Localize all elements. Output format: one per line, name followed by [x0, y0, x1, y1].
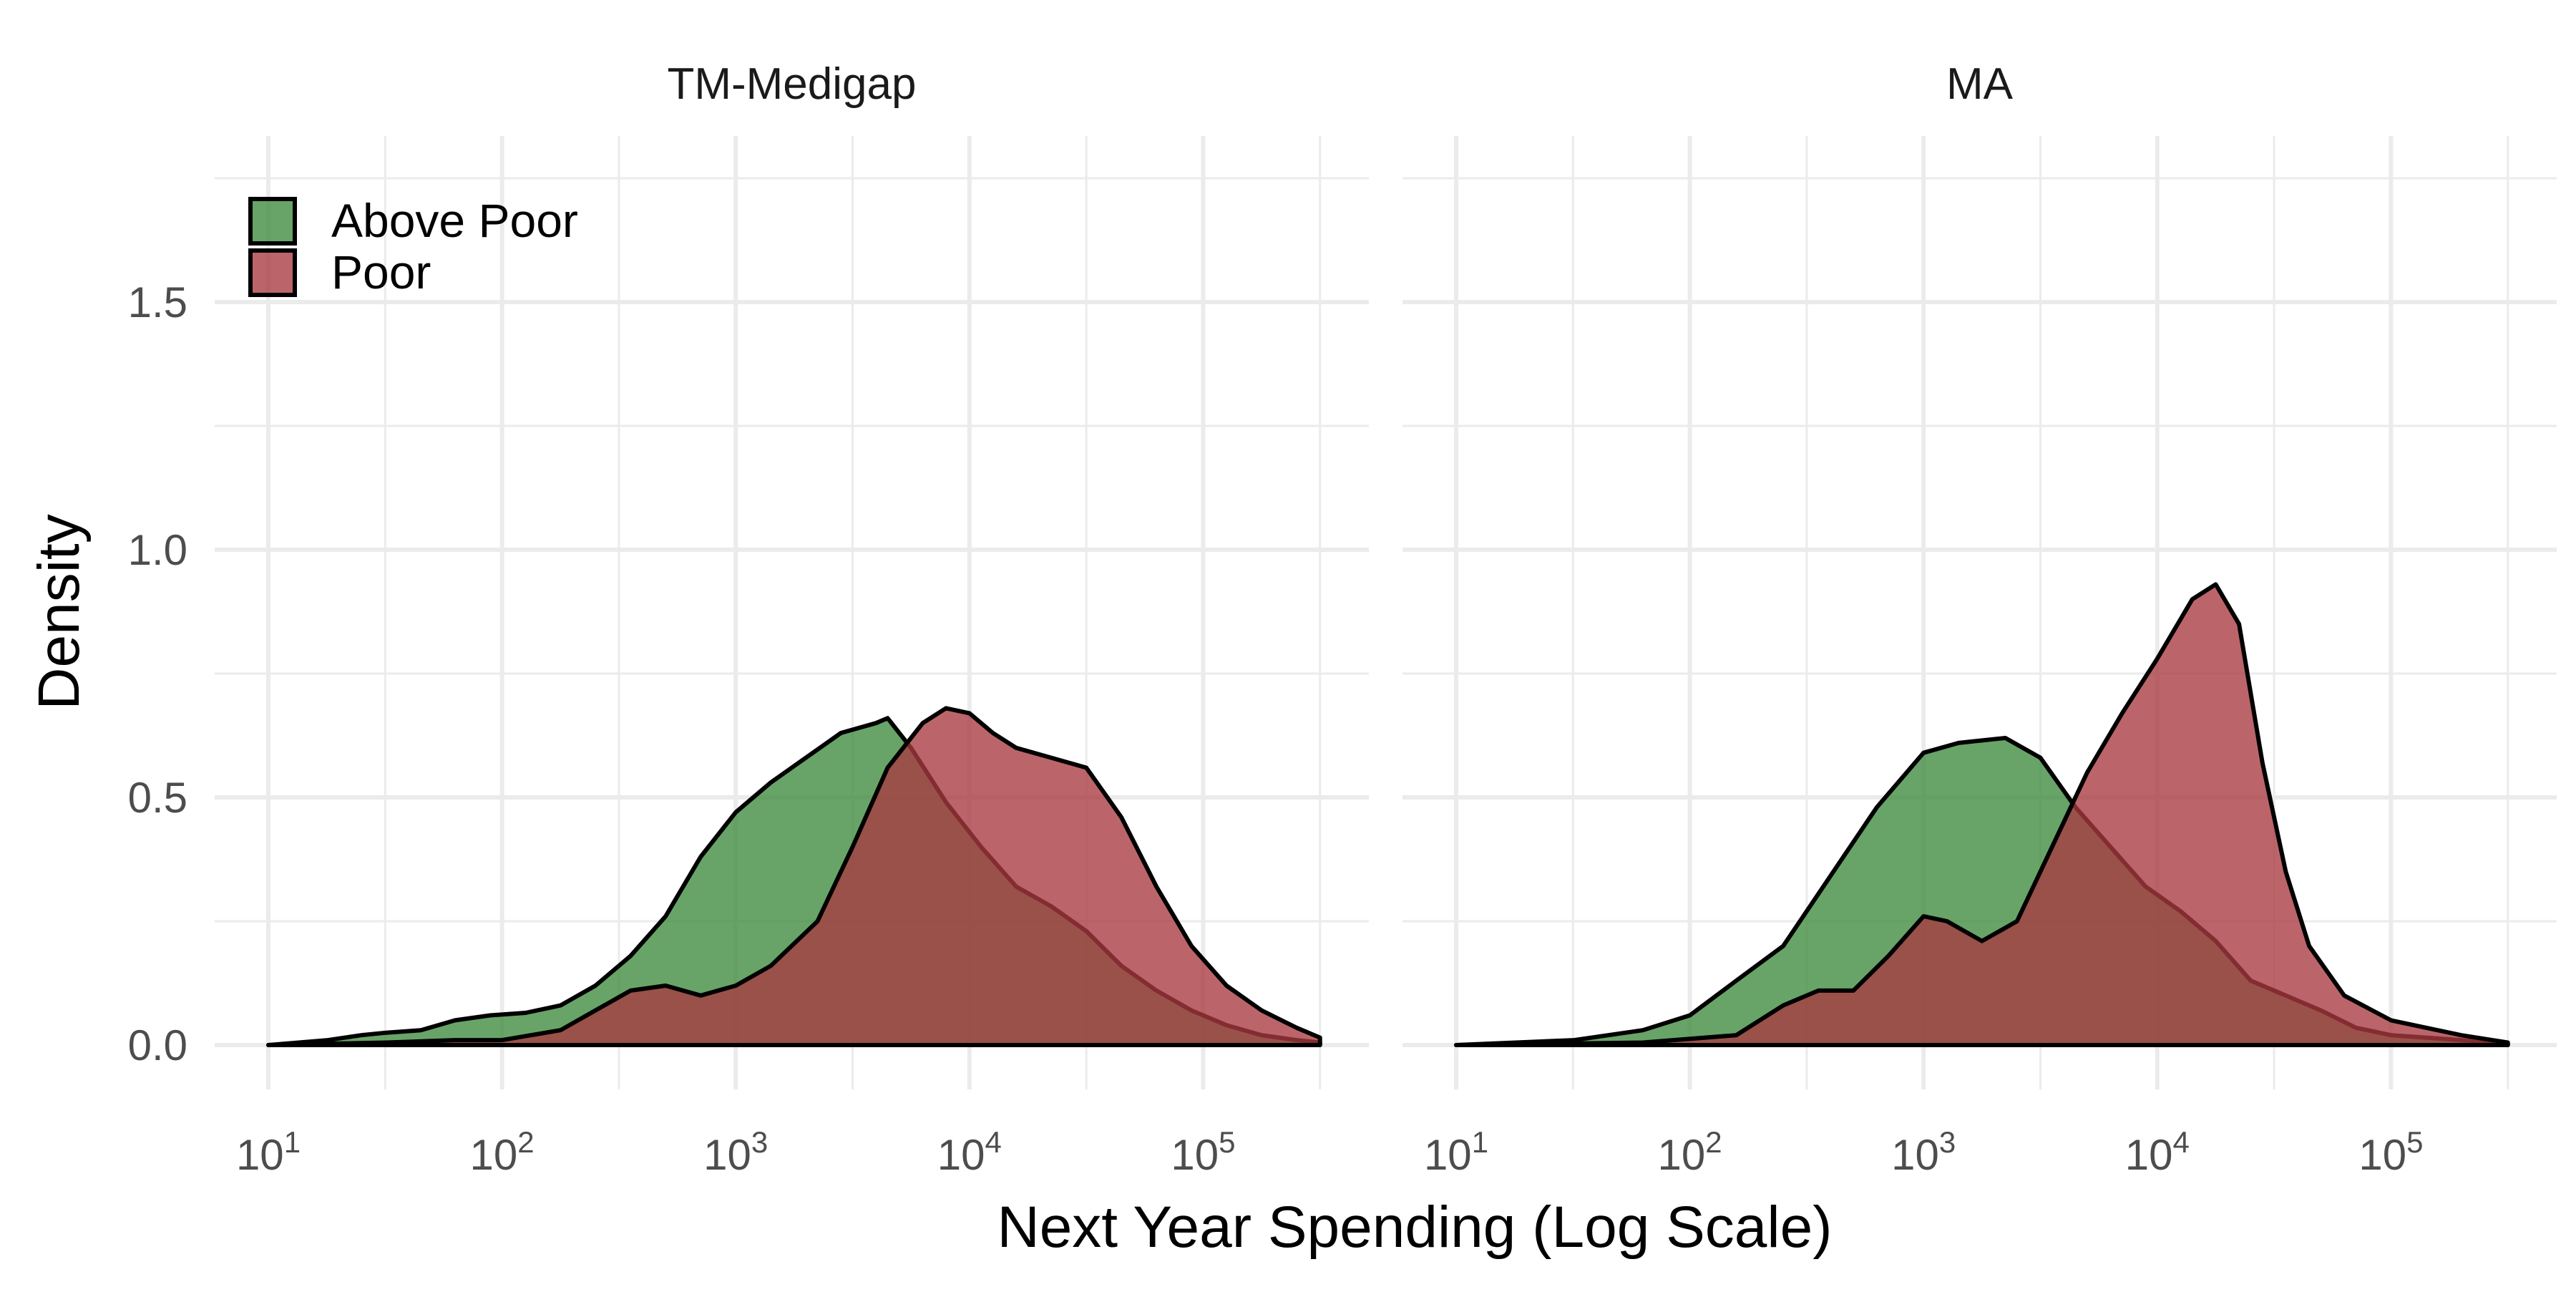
x-tick-label: 105 [1171, 1125, 1235, 1179]
x-tick-label: 102 [470, 1125, 535, 1179]
y-axis: 0.0 0.5 1.0 1.5 [128, 278, 187, 1069]
x-tick-label: 101 [1424, 1125, 1488, 1179]
y-tick-label: 0.5 [128, 774, 187, 822]
legend-item: Poor [248, 246, 431, 298]
x-tick-label: 104 [2125, 1125, 2190, 1179]
legend-swatch [248, 197, 297, 246]
panels-layer: TM-Medigap 101 102 103 104 105 MA 101 102 103 104 1… [215, 59, 2557, 1179]
y-tick-label: 1.5 [128, 278, 187, 326]
y-tick-label: 0.0 [128, 1021, 187, 1069]
density-area-poor [266, 706, 1322, 1047]
legend-label: Above Poor [331, 194, 578, 247]
x-tick-label: 104 [937, 1125, 1002, 1179]
x-axis-title: Next Year Spending (Log Scale) [997, 1195, 1832, 1260]
x-tick-label: 102 [1658, 1125, 1722, 1179]
panel-title: TM-Medigap [668, 59, 917, 109]
panel-title: MA [1946, 59, 2014, 109]
panel-ma: MA 101 102 103 104 105 [1402, 59, 2557, 1179]
x-tick-label: 101 [236, 1125, 301, 1179]
y-axis-title: Density [26, 514, 92, 709]
legend-label: Poor [331, 246, 431, 298]
y-tick-label: 1.0 [128, 526, 187, 574]
x-tick-label: 105 [2358, 1125, 2423, 1179]
density-area-poor [1454, 582, 2510, 1047]
panel-tm-medigap: TM-Medigap 101 102 103 104 105 [215, 59, 1369, 1179]
x-tick-label: 103 [703, 1125, 768, 1179]
legend-swatch [248, 248, 297, 297]
x-tick-label: 103 [1891, 1125, 1956, 1179]
legend-item: Above Poor [248, 194, 578, 247]
